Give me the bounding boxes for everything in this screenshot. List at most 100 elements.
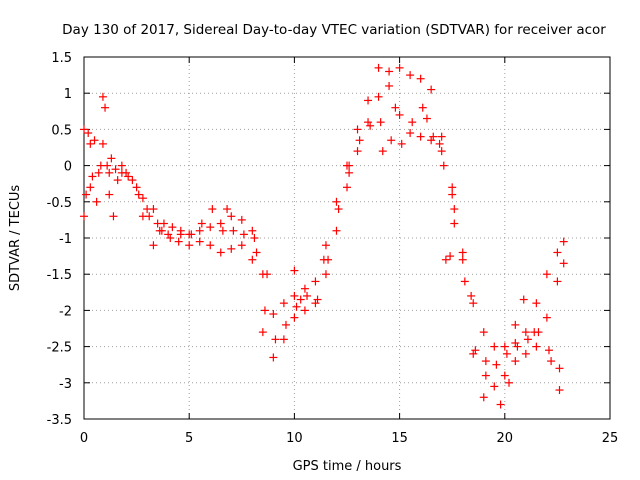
data-point-track-c (229, 226, 238, 235)
data-point-track-a (364, 96, 373, 105)
data-point-track-c (281, 320, 290, 329)
data-point-scatter-extra (105, 190, 114, 199)
data-point-track-a (168, 223, 177, 232)
data-point-scatter-extra (98, 92, 107, 101)
data-point-track-b (559, 259, 568, 268)
data-point-track-c (397, 139, 406, 148)
y-tick-label: -0.5 (47, 196, 72, 211)
x-axis-label: GPS time / hours (293, 459, 402, 474)
x-tick-label: 10 (286, 431, 303, 446)
x-tick-label: 0 (80, 431, 88, 446)
data-point-track-a (90, 136, 99, 145)
y-tick-label: 0 (64, 160, 72, 175)
data-point-track-a (437, 132, 446, 141)
data-point-track-b (490, 382, 499, 391)
data-point-track-b (195, 237, 204, 246)
data-point-track-c (450, 205, 459, 214)
data-point-track-a (458, 255, 467, 264)
data-point-scatter-extra (296, 295, 305, 304)
data-point-scatter-extra (391, 103, 400, 112)
data-point-track-c (96, 161, 105, 170)
data-point-scatter-extra (92, 197, 101, 206)
data-point-track-c (366, 121, 375, 130)
data-point-track-a (406, 71, 415, 80)
data-point-track-b (248, 255, 257, 264)
data-point-track-a (117, 161, 126, 170)
data-point-scatter-extra (511, 320, 520, 329)
data-point-track-a (84, 129, 93, 138)
data-point-track-a (448, 190, 457, 199)
data-point-track-a (300, 284, 309, 293)
y-tick-label: 1 (64, 87, 72, 102)
data-point-track-b (395, 110, 404, 119)
data-point-scatter-extra (263, 270, 272, 279)
data-point-track-c (260, 306, 269, 315)
data-point-track-c (124, 172, 133, 181)
data-point-track-b (469, 349, 478, 358)
data-point-scatter-extra (157, 226, 166, 235)
data-point-track-a (216, 219, 225, 228)
data-points (80, 63, 568, 409)
data-point-scatter-extra (101, 103, 110, 112)
data-point-scatter-extra (450, 219, 459, 228)
data-point-track-a (98, 139, 107, 148)
data-point-track-b (206, 241, 215, 250)
data-point-track-a (353, 125, 362, 134)
data-point-track-a (542, 270, 551, 279)
data-point-scatter-extra (149, 241, 158, 250)
data-point-scatter-extra (422, 114, 431, 123)
data-point-track-c (166, 234, 175, 242)
y-tick-label: -1.5 (47, 268, 72, 283)
data-point-scatter-extra (519, 295, 528, 304)
data-point-track-b (332, 226, 341, 235)
data-point-track-b (94, 168, 103, 177)
x-tick-label: 20 (497, 431, 514, 446)
data-point-track-b (279, 335, 288, 344)
data-point-track-c (387, 136, 396, 145)
data-point-track-c (208, 205, 217, 214)
data-point-track-c (250, 234, 259, 242)
data-point-track-a (511, 338, 520, 347)
data-point-track-b (532, 342, 541, 351)
data-point-track-c (105, 168, 114, 177)
data-point-track-b (227, 244, 236, 253)
data-point-scatter-extra (505, 378, 514, 387)
data-point-track-b (343, 183, 351, 192)
data-point-track-a (206, 223, 215, 232)
data-point-scatter-extra (467, 291, 476, 300)
data-point-track-a (237, 215, 246, 224)
data-point-track-c (376, 118, 385, 127)
data-point-track-b (364, 118, 373, 127)
data-point-track-b (86, 183, 95, 192)
data-point-track-b (80, 212, 88, 221)
data-point-track-b (353, 147, 362, 156)
data-point-track-a (138, 194, 147, 203)
data-point-scatter-extra (378, 147, 387, 156)
data-point-track-b (437, 147, 446, 156)
data-point-track-a (416, 74, 425, 83)
data-point-track-b (153, 219, 162, 228)
data-point-track-c (187, 230, 196, 239)
data-point-scatter-extra (86, 139, 95, 148)
y-tick-label: 0.5 (51, 123, 72, 138)
data-point-track-c (197, 219, 206, 228)
data-point-track-c (176, 230, 185, 239)
data-point-track-b (416, 132, 425, 141)
data-point-scatter-extra (319, 255, 328, 264)
data-point-scatter-extra (555, 386, 564, 395)
data-point-track-c (345, 161, 354, 170)
data-point-track-c (481, 371, 490, 380)
data-point-track-c (513, 342, 522, 351)
data-point-track-b (174, 237, 183, 246)
data-point-scatter-extra (138, 212, 147, 221)
y-tick-label: -2 (59, 304, 72, 319)
data-point-track-b (143, 205, 152, 214)
data-point-track-a (479, 328, 488, 337)
data-point-scatter-extra (481, 357, 490, 366)
data-point-scatter-extra (109, 212, 118, 221)
data-point-track-b (479, 393, 488, 402)
data-point-track-a (332, 197, 341, 206)
data-point-track-a (532, 299, 541, 308)
data-point-scatter-extra (530, 328, 539, 337)
data-point-track-b (216, 248, 225, 257)
